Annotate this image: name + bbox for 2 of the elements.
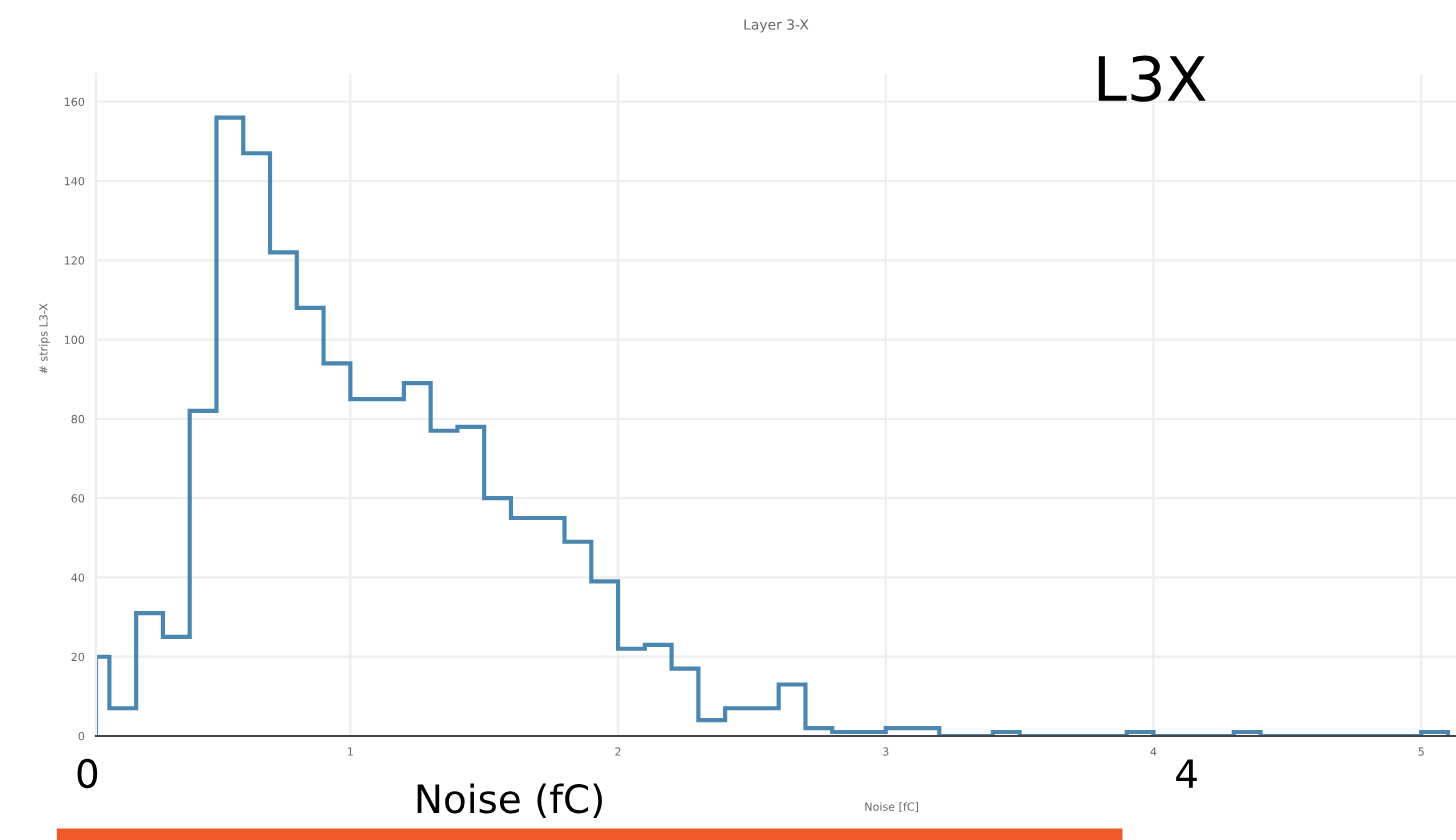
text: Noise (fC) xyxy=(417,783,602,819)
annotation: L3X xyxy=(1098,55,1206,102)
